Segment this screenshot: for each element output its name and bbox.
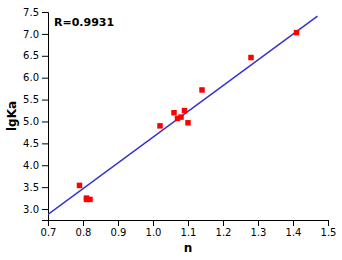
tick: 6.5	[23, 50, 48, 61]
tick-mark	[258, 220, 259, 226]
y-axis: 3.0 3.5 4.0 4.5 5.0 5.5 6.0 6.5 7.0 7.5	[23, 7, 48, 221]
tick-label: 0.8	[76, 227, 92, 238]
plot: 0.7 0.8 0.9 1.0 1.1 1.2 1.3 1.4 1.5 3.0 3.5 4.0 4.5 5…	[23, 7, 336, 238]
tick-mark	[118, 220, 119, 226]
tick: 7.5	[23, 7, 48, 18]
chart: 0.7 0.8 0.9 1.0 1.1 1.2 1.3 1.4 1.5 3.0 3.5 4.0 4.5 5…	[0, 0, 342, 260]
tick-mark	[42, 56, 48, 57]
point	[178, 114, 183, 119]
tick-label: 7.5	[23, 7, 39, 18]
tick-label: 1.1	[181, 227, 197, 238]
point	[294, 30, 299, 35]
tick-mark	[42, 78, 48, 79]
tick: 0.8	[76, 220, 92, 238]
annotation: R=0.9931	[54, 16, 114, 29]
regression-line	[48, 16, 318, 214]
tick-label: 5.5	[23, 94, 39, 105]
point	[171, 110, 176, 115]
tick-label: 0.7	[41, 227, 57, 238]
tick-mark	[42, 165, 48, 166]
tick-mark	[42, 12, 48, 13]
tick: 6.0	[23, 72, 48, 83]
tick-mark	[83, 220, 84, 226]
tick: 1.2	[216, 220, 232, 238]
tick-label: 1.2	[216, 227, 232, 238]
tick: 7.0	[23, 29, 48, 40]
marks	[48, 16, 318, 214]
tick: 1.5	[321, 220, 337, 238]
tick-label: 4.0	[23, 160, 39, 171]
tick: 5.0	[23, 116, 48, 127]
y-axis-title: lgKa	[5, 101, 19, 131]
tick: 1.0	[146, 220, 162, 238]
point	[87, 197, 92, 202]
tick-label: 1.3	[251, 227, 267, 238]
point	[157, 123, 162, 128]
tick-mark	[42, 34, 48, 35]
tick: 1.4	[286, 220, 302, 238]
tick-label: 1.4	[286, 227, 302, 238]
point	[199, 87, 204, 92]
tick: 0.7	[41, 220, 57, 238]
tick-label: 6.0	[23, 72, 39, 83]
tick: 5.5	[23, 94, 48, 105]
tick-label: 5.0	[23, 116, 39, 127]
tick-mark	[223, 220, 224, 226]
point	[77, 183, 82, 188]
y-axis-line	[42, 13, 49, 221]
tick-label: 6.5	[23, 50, 39, 61]
tick: 1.3	[251, 220, 267, 238]
tick-label: 1.5	[321, 227, 337, 238]
tick-mark	[42, 143, 48, 144]
tick-mark	[42, 209, 48, 210]
tick-label: 7.0	[23, 29, 39, 40]
tick: 1.1	[181, 220, 197, 238]
tick-mark	[42, 100, 48, 101]
tick: 4.0	[23, 160, 48, 171]
point	[185, 120, 190, 125]
tick-label: 1.0	[146, 227, 162, 238]
point	[182, 108, 187, 113]
tick: 3.0	[23, 204, 48, 215]
tick-mark	[42, 187, 48, 188]
tick-mark	[42, 121, 48, 122]
x-axis: 0.7 0.8 0.9 1.0 1.1 1.2 1.3 1.4 1.5	[41, 220, 337, 238]
tick-label: 0.9	[111, 227, 127, 238]
tick-mark	[328, 220, 329, 226]
x-axis-title: n	[184, 241, 193, 255]
x-axis-line	[49, 221, 329, 227]
point	[248, 55, 253, 60]
tick-label: 3.0	[23, 204, 39, 215]
tick: 3.5	[23, 182, 48, 193]
tick: 4.5	[23, 138, 48, 149]
tick-label: 4.5	[23, 138, 39, 149]
tick-label: 3.5	[23, 182, 39, 193]
tick: 0.9	[111, 220, 127, 238]
tick-mark	[293, 220, 294, 226]
tick-mark	[153, 220, 154, 226]
tick-mark	[188, 220, 189, 226]
